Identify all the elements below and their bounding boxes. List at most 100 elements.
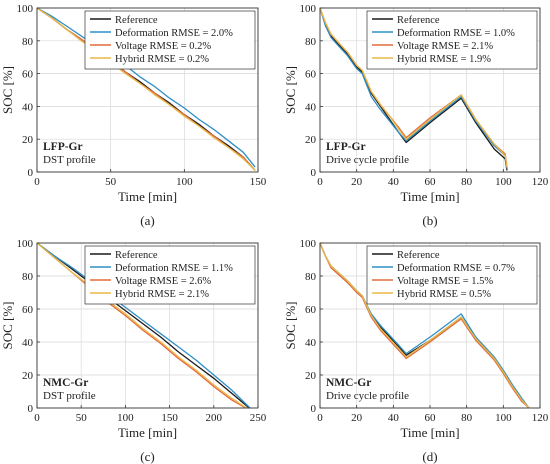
y-tick-label: 40 (22, 101, 34, 113)
y-tick-label: 20 (22, 134, 34, 146)
x-tick-label: 60 (425, 176, 437, 188)
legend: Reference Deformation RMSE = 0.7% Voltage … (366, 245, 538, 305)
legend-label-hybrid: Hybrid RMSE = 2.1% (115, 289, 209, 300)
y-axis-label: SOC [%] (0, 66, 15, 114)
y-axis-label: SOC [%] (283, 301, 298, 349)
legend-label-hybrid: Hybrid RMSE = 1.9% (397, 54, 491, 65)
legend-label-reference: Reference (397, 250, 440, 261)
axes-frame (36, 242, 259, 409)
legend-box (84, 245, 256, 305)
annotation-subtitle: Drive cycle profile (326, 390, 409, 402)
legend-box (366, 10, 538, 70)
series-line-hybrid (36, 7, 256, 171)
series-line-reference (319, 7, 508, 171)
series-line-hybrid (319, 7, 508, 168)
x-axis-label: Time [min] (400, 425, 459, 440)
y-tick-label: 20 (22, 370, 34, 382)
x-tick-label: 0 (34, 412, 40, 424)
x-tick-label: 200 (206, 412, 223, 424)
y-tick-label: 100 (300, 238, 317, 250)
axes-frame (36, 7, 259, 173)
x-tick-label: 0 (317, 412, 323, 424)
y-tick-label: 80 (22, 36, 34, 48)
x-tick-label: 0 (34, 176, 40, 188)
legend-label-voltage: Voltage RMSE = 2.6% (115, 276, 211, 287)
x-tick-label: 40 (388, 412, 400, 424)
series-line-voltage (319, 242, 530, 409)
chart-panel-3: 0 20 40 60 80 100 120 0 20 40 60 80 100 Time [min] SOC… (283, 238, 549, 464)
y-tick-label: 80 (305, 36, 317, 48)
legend-label-deformation: Deformation RMSE = 1.1% (115, 263, 233, 274)
legend-label-voltage: Voltage RMSE = 2.1% (397, 41, 493, 52)
x-tick-label: 0 (317, 176, 323, 188)
x-tick-label: 250 (250, 412, 267, 424)
x-tick-label: 20 (351, 176, 363, 188)
x-tick-label: 40 (388, 176, 400, 188)
annotation-subtitle: DST profile (43, 154, 96, 166)
y-tick-label: 40 (22, 337, 34, 349)
legend-label-reference: Reference (115, 15, 158, 26)
x-tick-label: 100 (176, 176, 193, 188)
panel-label: (a) (140, 213, 154, 228)
legend-box (366, 245, 538, 305)
y-tick-label: 40 (305, 101, 317, 113)
x-tick-label: 120 (532, 176, 549, 188)
legend-box (84, 10, 256, 70)
y-tick-label: 0 (28, 403, 34, 415)
legend: Reference Deformation RMSE = 1.1% Voltage … (84, 245, 256, 305)
x-tick-label: 100 (495, 412, 512, 424)
annotation-title: NMC-Gr (43, 377, 88, 389)
x-tick-label: 80 (461, 176, 473, 188)
y-tick-label: 100 (17, 238, 34, 250)
x-tick-label: 100 (117, 412, 134, 424)
series-line-deformation (36, 242, 251, 409)
panel-label: (c) (140, 449, 154, 464)
legend-label-hybrid: Hybrid RMSE = 0.2% (115, 54, 209, 65)
legend-label-voltage: Voltage RMSE = 0.2% (115, 41, 211, 52)
x-axis-label: Time [min] (118, 189, 177, 204)
x-tick-label: 60 (425, 412, 437, 424)
annotation-title: LFP-Gr (326, 141, 366, 153)
legend-label-hybrid: Hybrid RMSE = 0.5% (397, 289, 491, 300)
legend-label-voltage: Voltage RMSE = 1.5% (397, 276, 493, 287)
y-tick-label: 20 (305, 134, 317, 146)
x-axis-label: Time [min] (118, 425, 177, 440)
y-axis-label: SOC [%] (283, 66, 298, 114)
legend-label-reference: Reference (397, 15, 440, 26)
legend: Reference Deformation RMSE = 1.0% Voltage … (366, 10, 538, 70)
annotation-title: NMC-Gr (326, 377, 371, 389)
y-tick-label: 80 (305, 271, 317, 283)
legend: Reference Deformation RMSE = 2.0% Voltage … (84, 10, 256, 70)
legend-label-deformation: Deformation RMSE = 1.0% (397, 28, 515, 39)
series-line-hybrid (36, 242, 247, 409)
annotation-title: LFP-Gr (43, 141, 83, 153)
legend-label-reference: Reference (115, 250, 158, 261)
y-tick-label: 0 (311, 403, 317, 415)
chart-panel-1: 0 20 40 60 80 100 120 0 20 40 60 80 100 Time [min] SOC… (283, 3, 549, 228)
x-tick-label: 20 (351, 412, 363, 424)
series-line-deformation (36, 7, 256, 168)
series-line-hybrid (319, 242, 530, 409)
y-tick-label: 20 (305, 370, 317, 382)
y-tick-label: 0 (311, 167, 317, 179)
y-tick-label: 60 (22, 304, 34, 316)
annotation-subtitle: Drive cycle profile (326, 154, 409, 166)
x-tick-label: 120 (532, 412, 549, 424)
annotation-subtitle: DST profile (43, 390, 96, 402)
x-tick-label: 100 (495, 176, 512, 188)
y-tick-label: 60 (305, 69, 317, 81)
y-tick-label: 60 (22, 69, 34, 81)
x-tick-label: 80 (461, 412, 473, 424)
panel-label: (d) (422, 449, 437, 464)
x-tick-label: 50 (76, 412, 88, 424)
x-tick-label: 150 (161, 412, 178, 424)
y-tick-label: 0 (28, 167, 34, 179)
legend-label-deformation: Deformation RMSE = 0.7% (397, 263, 515, 274)
y-tick-label: 80 (22, 271, 34, 283)
series-line-reference (36, 242, 250, 409)
x-tick-label: 50 (105, 176, 117, 188)
x-tick-label: 150 (250, 176, 267, 188)
